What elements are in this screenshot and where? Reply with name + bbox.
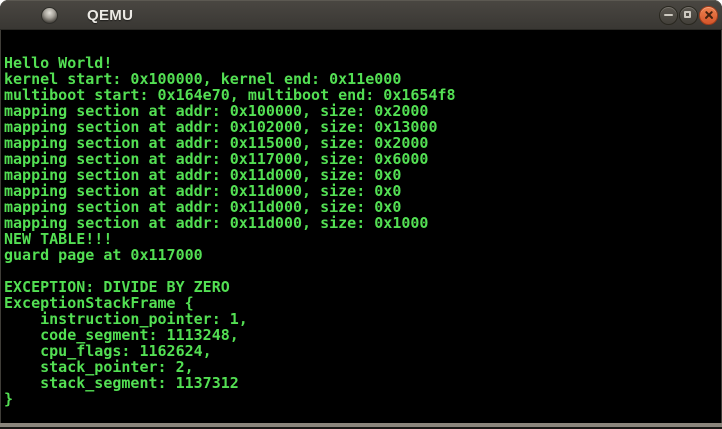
minimize-icon: [664, 14, 673, 16]
maximize-button[interactable]: [679, 5, 698, 25]
console-line: mapping section at addr: 0x11d000, size:…: [4, 214, 429, 232]
console-line: stack_pointer: 2,: [4, 358, 194, 376]
console-output: Hello World! kernel start: 0x100000, kern…: [1, 30, 721, 407]
console-line: [4, 263, 721, 279]
qemu-app-icon: [42, 7, 57, 23]
console-line: instruction_pointer: 1,: [4, 310, 248, 328]
console-line: cpu_flags: 1162624,: [4, 342, 212, 360]
console-line: EXCEPTION: DIVIDE BY ZERO: [4, 278, 230, 296]
window-bottom-edge: [0, 423, 722, 427]
maximize-icon: [684, 10, 691, 18]
console-line: NEW TABLE!!!: [4, 230, 113, 248]
console-line: mapping section at addr: 0x11d000, size:…: [4, 198, 402, 216]
window-title: QEMU: [87, 6, 134, 24]
console-line: guard page at 0x117000: [4, 246, 203, 264]
console-line: mapping section at addr: 0x115000, size:…: [4, 134, 429, 152]
console-line: mapping section at addr: 0x100000, size:…: [4, 102, 429, 120]
window-controls: [659, 0, 718, 30]
console-line: Hello World!: [4, 54, 113, 72]
console-line: ExceptionStackFrame {: [4, 294, 194, 312]
console-line: code_segment: 1113248,: [4, 326, 239, 344]
console-line: mapping section at addr: 0x102000, size:…: [4, 118, 438, 136]
titlebar[interactable]: QEMU: [0, 0, 722, 30]
minimize-button[interactable]: [659, 5, 678, 25]
console-line: multiboot start: 0x164e70, multiboot end…: [4, 86, 456, 104]
close-button[interactable]: [699, 5, 718, 25]
vga-display[interactable]: Hello World! kernel start: 0x100000, kern…: [0, 30, 722, 423]
console-line: }: [4, 390, 14, 408]
console-line: stack_segment: 1137312: [4, 374, 239, 392]
console-line: mapping section at addr: 0x11d000, size:…: [4, 182, 402, 200]
window-bottom-border: [0, 427, 722, 429]
console-line: mapping section at addr: 0x117000, size:…: [4, 150, 429, 168]
console-line: kernel start: 0x100000, kernel end: 0x11…: [4, 70, 402, 88]
console-line: mapping section at addr: 0x11d000, size:…: [4, 166, 402, 184]
